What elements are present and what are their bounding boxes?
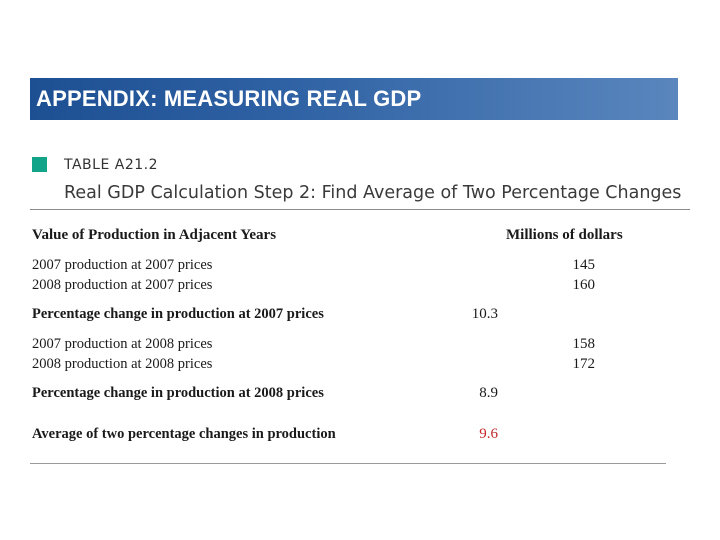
column-header-dollars: Millions of dollars	[506, 227, 623, 243]
table-row-label: Average of two percentage changes in pro…	[32, 426, 336, 442]
table-subtitle: Real GDP Calculation Step 2: Find Averag…	[64, 183, 682, 203]
table-bottom-rule	[30, 463, 666, 464]
table-row-value: 158	[572, 336, 596, 352]
table-row-label: 2007 production at 2008 prices	[32, 336, 213, 352]
table-row-label: 2008 production at 2008 prices	[32, 356, 213, 372]
table-marker-square	[32, 157, 47, 172]
table-row-value: 160	[572, 277, 596, 293]
column-header-production: Value of Production in Adjacent Years	[32, 227, 277, 243]
table-row-value: 172	[572, 356, 596, 372]
table-top-rule	[30, 209, 690, 210]
table-row-value: 9.6	[479, 426, 498, 442]
page-title: APPENDIX: MEASURING REAL GDP	[36, 86, 422, 111]
table-row-label: 2008 production at 2007 prices	[32, 277, 213, 293]
table-row-value: 8.9	[479, 385, 498, 401]
title-banner: APPENDIX: MEASURING REAL GDP	[30, 78, 678, 120]
table-row-value: 10.3	[471, 306, 498, 322]
table-row-label: 2007 production at 2007 prices	[32, 257, 213, 273]
table-label: TABLE A21.2	[64, 157, 158, 173]
table-row-label: Percentage change in production at 2008 …	[32, 385, 324, 401]
table-row-value: 145	[572, 257, 596, 273]
table-row-label: Percentage change in production at 2007 …	[32, 306, 324, 322]
